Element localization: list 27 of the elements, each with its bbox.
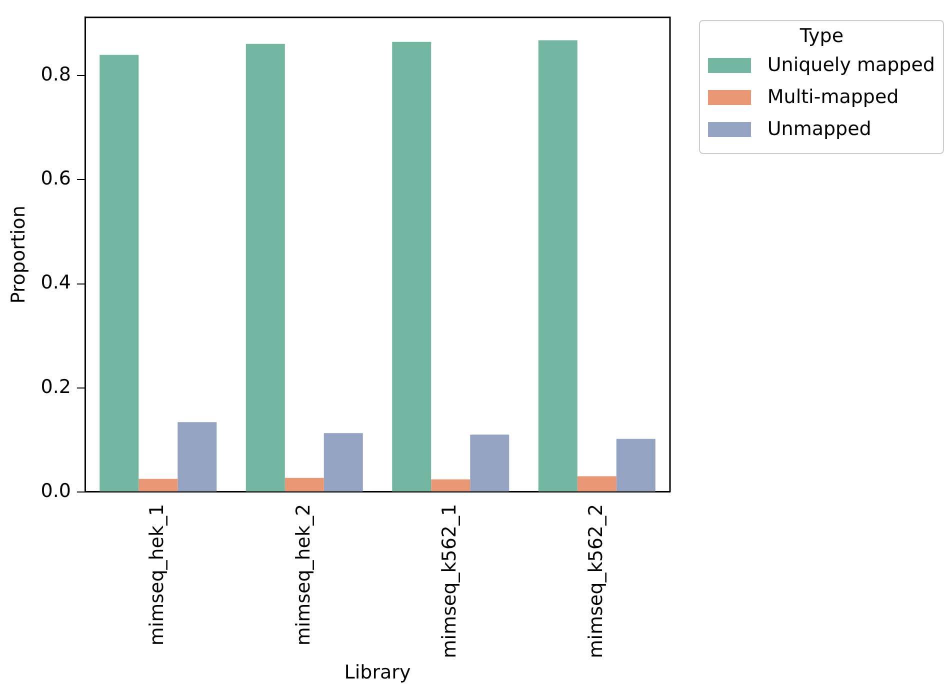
x-axis-title: Library <box>344 662 411 684</box>
legend-label: Unmapped <box>767 118 872 140</box>
bar <box>392 42 432 492</box>
x-tick-label: mimseq_k562_1 <box>438 504 461 658</box>
bar <box>538 40 578 492</box>
y-tick-label: 0.6 <box>40 168 72 190</box>
y-tick-label: 0.4 <box>40 272 72 294</box>
bar <box>100 54 139 492</box>
bar <box>616 438 656 492</box>
y-axis-title: Proportion <box>7 206 30 304</box>
legend-label: Multi-mapped <box>767 86 899 108</box>
bar <box>324 433 363 492</box>
legend-title: Type <box>798 25 845 47</box>
x-tick-label: mimseq_hek_2 <box>292 504 314 646</box>
bar <box>246 44 285 492</box>
bar <box>138 478 178 492</box>
bar <box>284 478 324 492</box>
bar <box>577 476 616 492</box>
bar <box>470 434 510 492</box>
x-tick-label: mimseq_k562_2 <box>584 504 607 658</box>
x-tick-label: mimseq_hek_1 <box>146 504 168 646</box>
bar <box>431 479 470 492</box>
y-tick-label: 0.8 <box>40 64 72 86</box>
bar <box>178 422 217 492</box>
y-tick-label: 0.0 <box>40 480 72 502</box>
legend-label: Uniquely mapped <box>767 54 935 76</box>
y-tick-label: 0.2 <box>40 376 72 398</box>
